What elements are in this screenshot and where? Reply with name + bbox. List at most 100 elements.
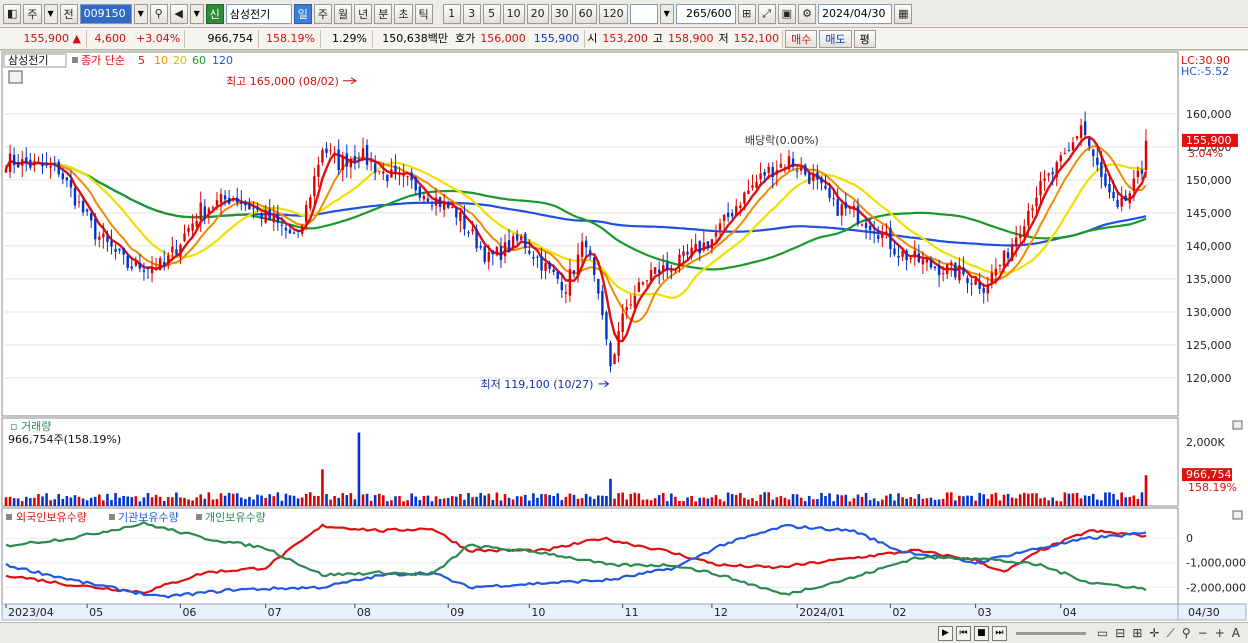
window-icon[interactable]: ◧ xyxy=(3,3,22,24)
scroll-last-icon[interactable]: ⏭ xyxy=(991,625,1007,641)
interval-button[interactable]: 5 xyxy=(482,3,501,24)
investor-tick-label: -2,000,000 xyxy=(1186,581,1246,594)
eval-button[interactable]: 평 xyxy=(853,29,876,48)
interval-button[interactable]: 1 xyxy=(442,3,461,24)
grid-icon[interactable]: ⊞ xyxy=(1132,626,1143,640)
volume-bar xyxy=(24,496,28,506)
interval-button[interactable]: 10 xyxy=(502,3,525,24)
interval-button[interactable]: 120 xyxy=(598,3,628,24)
chart-area[interactable]: 120,000 125,000 130,000 135,000 140,000 145,0… xyxy=(0,51,1248,622)
buy-button[interactable]: 매수 xyxy=(785,29,818,48)
last-change-label: 3.04% xyxy=(1188,147,1223,160)
candle-body xyxy=(666,263,669,270)
price-panel-frame xyxy=(1,51,1179,417)
period-tick-button[interactable]: 틱 xyxy=(414,3,433,24)
candle-body xyxy=(710,239,714,249)
crosshair-icon[interactable]: ✛ xyxy=(1149,626,1160,640)
gear-icon[interactable]: ⚙ xyxy=(798,3,817,24)
volume-bar xyxy=(418,499,422,506)
candle-body xyxy=(1063,153,1067,155)
trade-amount: 150,638백만 xyxy=(382,31,448,45)
volume-bar xyxy=(714,494,718,506)
period-week-button[interactable]: 주 xyxy=(313,3,333,24)
interval-button[interactable]: 30 xyxy=(550,3,573,24)
stock-name-field[interactable]: 삼성전기 xyxy=(225,3,292,24)
plus-icon[interactable]: + xyxy=(1214,626,1225,640)
period-select[interactable]: 주 xyxy=(23,3,42,24)
interval-button[interactable]: 3 xyxy=(462,3,481,24)
volume-bar xyxy=(158,496,162,506)
legend-marker xyxy=(72,57,78,63)
candle-body xyxy=(126,255,129,268)
period-second-button[interactable]: 초 xyxy=(394,3,413,24)
scroll-first-icon[interactable]: ⏮ xyxy=(955,625,971,641)
interval-custom-input[interactable] xyxy=(629,3,658,24)
candle-body xyxy=(231,197,235,201)
stock-code-dropdown-icon[interactable]: ▼ xyxy=(133,3,148,24)
volume-bar xyxy=(710,497,714,506)
candle-body xyxy=(613,354,616,365)
candle-body xyxy=(130,266,133,269)
price-tick-label: 125,000 xyxy=(1186,339,1232,352)
volume-bar xyxy=(941,498,945,506)
sound-dropdown-icon[interactable]: ▼ xyxy=(189,3,204,24)
font-size-icon[interactable]: A xyxy=(1231,626,1240,640)
volume-bar xyxy=(211,499,215,506)
period-minute-button[interactable]: 분 xyxy=(374,3,393,24)
zoom-slider[interactable] xyxy=(1015,631,1086,635)
investor-lines xyxy=(5,520,1147,599)
bar-count-field[interactable]: 265 /600 xyxy=(675,3,736,24)
volume-bar xyxy=(459,493,462,506)
candle-body xyxy=(625,307,628,311)
stock-code-input[interactable]: 009150 xyxy=(79,3,132,24)
candle-body xyxy=(901,251,904,257)
prev-button[interactable]: 전 xyxy=(59,3,78,24)
sell-button[interactable]: 매도 xyxy=(819,29,852,48)
volume-bar xyxy=(442,498,446,506)
volume-close-icon[interactable] xyxy=(1232,420,1243,430)
period-dropdown-icon[interactable]: ▼ xyxy=(43,3,58,24)
volume-bar xyxy=(621,492,624,506)
layout-icon[interactable]: ▭ xyxy=(1096,626,1109,640)
trend-icon[interactable]: ⟋ xyxy=(1166,625,1175,640)
candle-body xyxy=(85,209,89,212)
volume-bar xyxy=(743,497,746,506)
volume-bar xyxy=(897,493,900,506)
minus-icon[interactable]: − xyxy=(1197,626,1208,640)
volume-bar xyxy=(747,499,750,506)
volume-bar xyxy=(365,493,369,506)
save-icon[interactable]: ▣ xyxy=(777,3,797,24)
candle-body xyxy=(442,200,446,210)
calendar-icon[interactable]: ▦ xyxy=(894,3,913,24)
volume-bar xyxy=(495,492,499,506)
scroll-right-icon[interactable]: ▶ xyxy=(937,625,953,641)
candle-body xyxy=(605,312,608,340)
sound-icon[interactable]: ◀ xyxy=(169,3,188,24)
chart-svg[interactable]: 120,000 125,000 130,000 135,000 140,000 145,0… xyxy=(0,51,1248,622)
candle-body xyxy=(1027,211,1030,226)
volume-bar xyxy=(134,496,138,506)
candle-body xyxy=(881,233,884,239)
period-month-button[interactable]: 월 xyxy=(334,3,353,24)
volume-bar xyxy=(678,500,681,506)
volume-bar xyxy=(694,501,697,506)
magnify-icon[interactable]: ⚲ xyxy=(1181,626,1191,640)
stop-icon[interactable]: ■ xyxy=(973,625,989,641)
period-day-button[interactable]: 일 xyxy=(293,3,312,24)
layout-split-icon[interactable]: ⊟ xyxy=(1115,626,1126,640)
search-icon[interactable]: ⚲ xyxy=(149,3,168,24)
interval-button[interactable]: 20 xyxy=(526,3,549,24)
drawing-tool-icon[interactable]: ⤢ xyxy=(757,3,776,24)
indicator-icon[interactable]: ⊞ xyxy=(737,3,756,24)
volume-bar xyxy=(57,494,61,506)
candle-body xyxy=(142,270,146,272)
volume-bar xyxy=(8,496,12,506)
date-input[interactable]: 2024/04/30 xyxy=(818,3,893,24)
candle-body xyxy=(747,190,750,194)
interval-button[interactable]: 60 xyxy=(574,3,597,24)
investor-close-icon[interactable] xyxy=(1232,510,1243,520)
period-year-button[interactable]: 년 xyxy=(354,3,373,24)
indicator-grid-icon[interactable] xyxy=(8,70,23,84)
volume-bar xyxy=(41,496,44,506)
interval-dropdown-icon[interactable]: ▼ xyxy=(659,3,674,24)
